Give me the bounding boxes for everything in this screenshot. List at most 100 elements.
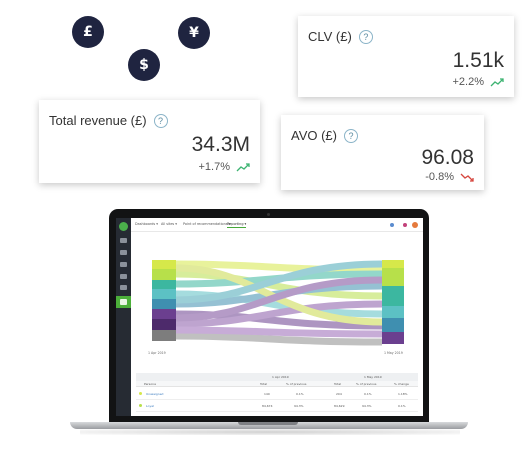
yen-currency-icon: ¥ — [178, 17, 210, 49]
laptop-shadow — [80, 429, 460, 435]
nav-point-of-recommendations[interactable]: Point of recommendations ▾ — [183, 222, 231, 226]
clv-label: CLV (£) — [308, 29, 352, 44]
revenue-label: Total revenue (£) — [49, 113, 147, 128]
flow-unassigned-nurture — [175, 264, 383, 326]
nav-all-sites[interactable]: All sites ▾ — [161, 222, 177, 226]
clv-change-row: +2.2% — [453, 76, 505, 88]
revenue-change-row: +1.7% — [199, 161, 251, 173]
flow-unassigned-loyal — [175, 260, 383, 274]
persona-name[interactable]: Unassigned — [146, 392, 164, 396]
sidebar-item-reporting[interactable] — [116, 296, 131, 308]
table-cell: 0.1% — [296, 392, 304, 396]
trend-down-icon — [460, 173, 474, 182]
right-node-high-value — [382, 306, 404, 318]
flow-inactive-loyal — [175, 276, 383, 322]
refresh-icon[interactable] — [120, 274, 127, 279]
app-logo-icon[interactable] — [119, 222, 128, 231]
table-cell: 140 — [264, 392, 270, 396]
table-column-headers: Persona Total % of previous Total % of p… — [136, 381, 418, 387]
avo-card: AVO (£) ? 96.08 -0.8% — [281, 115, 484, 190]
flow-hibernating-inactive — [175, 326, 383, 338]
clv-label-row: CLV (£) ? — [308, 29, 373, 44]
avo-label: AVO (£) — [291, 128, 337, 143]
avo-change-row: -0.8% — [425, 171, 474, 183]
left-node-active — [152, 280, 176, 289]
help-circle-icon[interactable] — [390, 223, 394, 227]
flow-hibernating-highvalue — [175, 300, 383, 328]
right-node-loyal — [382, 268, 404, 286]
right-node-inactive — [382, 332, 404, 344]
app-topbar: Dashboards ▾ All sites ▾ Point of recomm… — [131, 218, 423, 232]
dashboard-icon[interactable] — [120, 238, 127, 243]
flow-lost-inactive — [175, 332, 383, 346]
flow-highvalue-highvalue — [175, 290, 383, 318]
avatar[interactable] — [412, 222, 418, 228]
nav-dashboards[interactable]: Dashboards ▾ — [135, 222, 158, 226]
sankey-left-date: 1 Apr 2019 — [148, 351, 166, 355]
column-header[interactable]: Total — [260, 382, 268, 386]
left-node-high-value — [152, 289, 176, 299]
reporting-icon — [120, 299, 127, 305]
clv-change: +2.2% — [452, 76, 485, 88]
persona-color-dot — [139, 404, 142, 407]
persona-table: 1 Apr 2019 1 May 2019 Persona Total % of… — [136, 373, 418, 413]
persona-name[interactable]: Loyal — [146, 404, 154, 408]
camera-icon — [267, 213, 270, 216]
dollar-currency-icon: $ — [128, 49, 160, 81]
table-header: 1 Apr 2019 1 May 2019 — [136, 373, 418, 381]
persona-flow-sankey — [152, 260, 404, 346]
app-sidebar — [116, 218, 131, 416]
trend-up-icon — [490, 77, 504, 86]
flow-highvalue-unassigned — [175, 260, 383, 304]
right-node-active — [382, 286, 404, 306]
column-header[interactable]: % of previous — [286, 382, 307, 386]
left-node-unassigned — [152, 260, 176, 269]
list-icon[interactable] — [120, 285, 127, 290]
right-node-unassigned — [382, 260, 404, 268]
table-cell: 94.3% — [362, 404, 372, 408]
persona-color-dot — [139, 392, 142, 395]
column-header[interactable]: Persona — [144, 382, 156, 386]
table-row[interactable]: Unassigned 140 0.1% 204 0.1% 1.18% — [136, 388, 418, 400]
sankey-right-date: 1 May 2019 — [384, 351, 403, 355]
left-node-hibernating — [152, 319, 176, 330]
revenue-label-row: Total revenue (£) ? — [49, 113, 168, 128]
table-cell: 204 — [336, 392, 342, 396]
clv-card: CLV (£) ? 1.51k +2.2% — [298, 16, 514, 97]
table-cell: 84,674 — [262, 404, 273, 408]
laptop-base — [70, 422, 468, 429]
help-icon[interactable]: ? — [358, 29, 373, 44]
left-node-lost — [152, 330, 176, 341]
left-node-inactive — [152, 309, 176, 319]
table-row[interactable]: Loyal 84,674 94.3% 84,629 94.3% 0.1% — [136, 400, 418, 412]
table-cell: 0.1% — [398, 404, 406, 408]
table-cell: 1.18% — [398, 392, 408, 396]
left-node-loyal — [152, 269, 176, 280]
app-screen: Dashboards ▾ All sites ▾ Point of recomm… — [116, 218, 423, 416]
avo-value: 96.08 — [421, 146, 474, 169]
revenue-change: +1.7% — [198, 161, 231, 173]
grid-icon[interactable] — [120, 262, 127, 267]
right-node-needs-nurturing — [382, 318, 404, 332]
right-nodes — [382, 260, 404, 344]
total-revenue-card: Total revenue (£) ? 34.3M +1.7% — [39, 100, 260, 183]
table-cell: 0.1% — [364, 392, 372, 396]
left-node-needs-nurturing — [152, 299, 176, 309]
help-icon[interactable]: ? — [344, 128, 358, 143]
table-cell: 94.3% — [294, 404, 304, 408]
column-header[interactable]: % of previous — [356, 382, 377, 386]
nav-reporting[interactable]: Reporting ▾ — [227, 222, 247, 228]
revenue-value: 34.3M — [191, 133, 250, 156]
left-nodes — [152, 260, 176, 341]
help-icon[interactable]: ? — [153, 113, 168, 128]
moon-icon[interactable] — [120, 250, 127, 255]
laptop-notch — [238, 422, 298, 425]
notification-icon[interactable] — [403, 223, 407, 227]
column-header[interactable]: Total — [334, 382, 342, 386]
column-header[interactable]: % change — [394, 382, 409, 386]
table-period-right: 1 May 2019 — [364, 375, 382, 379]
pound-currency-icon: £ — [72, 16, 104, 48]
table-period-left: 1 Apr 2019 — [272, 375, 289, 379]
clv-value: 1.51k — [452, 49, 504, 72]
avo-change: -0.8% — [425, 171, 454, 183]
